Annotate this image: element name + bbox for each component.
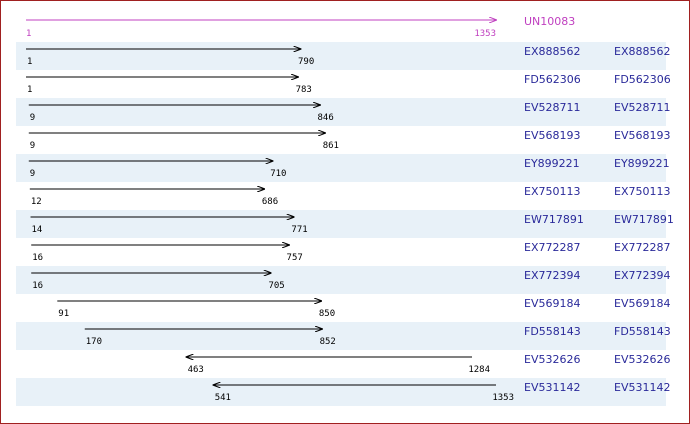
end-label: 757 [287,253,303,263]
sequence-link: EV532626 [614,353,670,366]
sequence-link: EY899221 [614,157,670,170]
end-label: 783 [296,85,312,95]
end-label: 705 [268,281,284,291]
end-label: 861 [323,141,339,151]
start-label: 170 [86,337,102,347]
start-label: 1 [27,57,32,67]
sequence-link: EW717891 [614,213,674,226]
sequence-id: EY899221 [524,157,580,170]
start-label: 14 [32,225,43,235]
start-label: 541 [215,393,231,403]
end-label: 850 [319,309,335,319]
sequence-id: FD562306 [524,73,581,86]
reference-end: 1353 [474,29,496,39]
sequence-id: EX750113 [524,185,580,198]
start-label: 9 [30,141,35,151]
end-label: 790 [298,57,314,67]
reference-name: UN10083 [524,15,575,28]
row-band [16,266,666,294]
reference-start: 1 [26,29,31,39]
row-band [16,154,666,182]
sequence-link: FD562306 [614,73,671,86]
sequence-id: FD558143 [524,325,581,338]
sequence-link: EV569184 [614,297,670,310]
start-label: 1 [27,85,32,95]
row-band [16,42,666,70]
end-label: 846 [317,113,333,123]
sequence-link: EV531142 [614,381,670,394]
sequence-id: EV568193 [524,129,580,142]
sequence-link: EX772394 [614,269,670,282]
start-label: 91 [58,309,69,319]
end-label: 686 [262,197,278,207]
row-band [16,98,666,126]
start-label: 16 [32,281,43,291]
start-label: 9 [30,169,35,179]
sequence-link: EX750113 [614,185,670,198]
start-label: 12 [31,197,42,207]
sequence-id: EX772394 [524,269,580,282]
sequence-id: EX772287 [524,241,580,254]
sequence-id: EV532626 [524,353,580,366]
sequence-id: EV569184 [524,297,580,310]
row-band [16,322,666,350]
sequence-id: EX888562 [524,45,580,58]
end-label: 1353 [492,393,514,403]
row-band [16,378,666,406]
end-label: 771 [291,225,307,235]
sequence-link: EV528711 [614,101,670,114]
sequence-id: EW717891 [524,213,584,226]
start-label: 16 [32,253,43,263]
sequence-id: EV528711 [524,101,580,114]
start-label: 9 [30,113,35,123]
end-label: 852 [320,337,336,347]
sequence-link: EX888562 [614,45,670,58]
sequence-link: FD558143 [614,325,671,338]
end-label: 1284 [468,365,490,375]
sequence-id: EV531142 [524,381,580,394]
end-label: 710 [270,169,286,179]
row-band [16,210,666,238]
start-label: 463 [188,365,204,375]
sequence-link: EX772287 [614,241,670,254]
sequence-link: EV568193 [614,129,670,142]
